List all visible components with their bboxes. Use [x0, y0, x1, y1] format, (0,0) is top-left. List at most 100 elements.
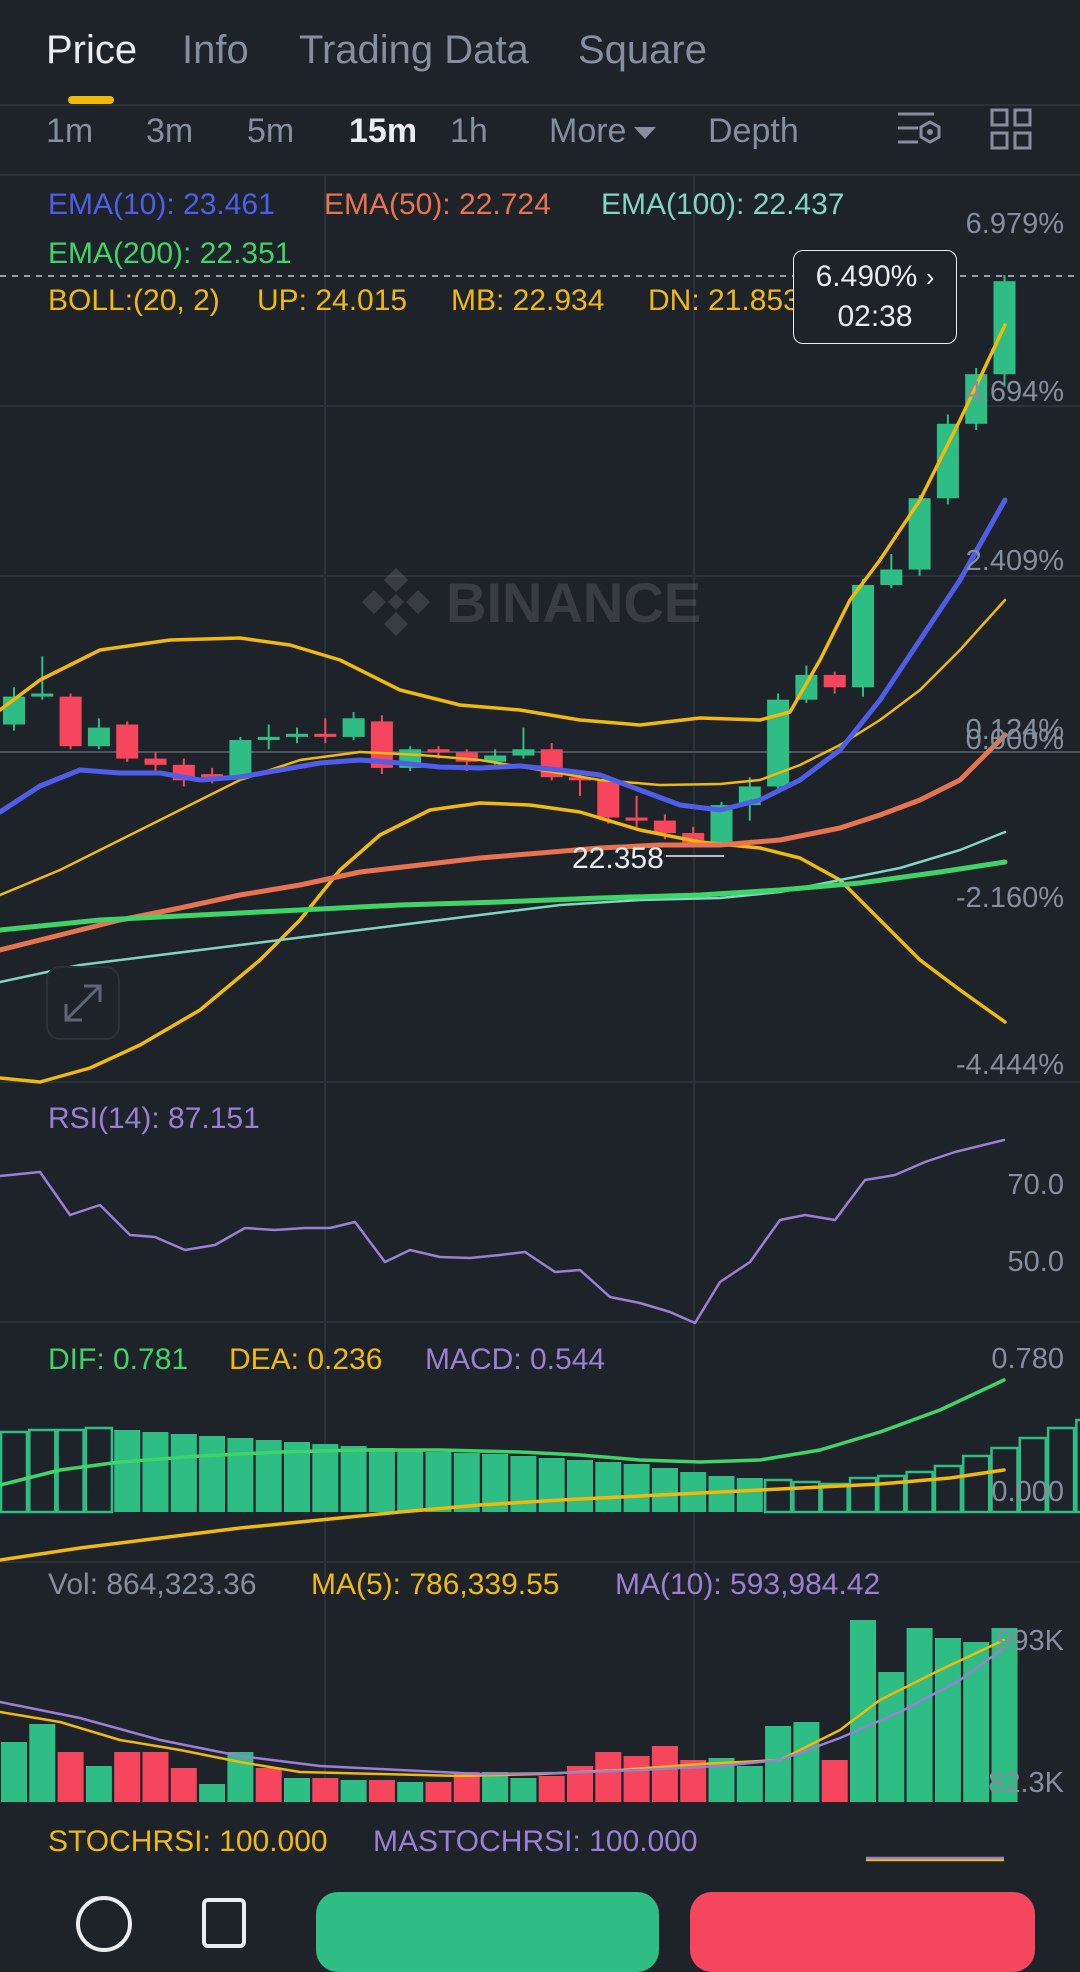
candle-body [908, 498, 931, 570]
candle-body [201, 774, 224, 778]
watermark-text: BINANCE [446, 570, 702, 634]
volume-bar [255, 1768, 282, 1802]
ema100-readout: EMA(100): 22.437 [601, 188, 845, 221]
tab-info[interactable]: Info [182, 28, 249, 72]
price-axis-label: 6.979% [965, 208, 1064, 240]
interval-1m[interactable]: 1m [46, 112, 94, 150]
chart-canvas[interactable] [0, 0, 1080, 1923]
last-price-bubble[interactable]: 6.490% › 02:38 [793, 250, 957, 344]
volume-bar [284, 1778, 310, 1802]
watermark: BINANCE [360, 566, 701, 638]
bubble-percent: 6.490% [815, 260, 918, 293]
rsi-axis-label: 50.0 [1007, 1246, 1064, 1278]
ema50-readout: EMA(50): 22.724 [324, 188, 551, 221]
volume-bar [963, 1642, 990, 1802]
volume-bar [57, 1752, 84, 1802]
candle-body [823, 674, 846, 688]
macd-bar [763, 1478, 793, 1514]
candle-body [314, 733, 337, 737]
ema200-readout: EMA(200): 22.351 [48, 237, 292, 270]
macd-readout: MACD: 0.544 [425, 1343, 606, 1376]
candle-body [512, 749, 535, 756]
candle-body [31, 693, 54, 697]
tab-square[interactable]: Square [578, 28, 707, 72]
price-axis-label: 0.000% [965, 724, 1064, 756]
volume-bar [595, 1752, 622, 1802]
volume-bar [623, 1756, 650, 1802]
candle-body [936, 423, 959, 499]
volume-bar [765, 1726, 792, 1802]
macd-bar [933, 1464, 963, 1514]
interval-more-label: More [549, 112, 627, 150]
boll-dn: DN: 21.853 [648, 284, 800, 317]
volume-bar [538, 1776, 565, 1802]
price-axis-label: 4.694% [965, 376, 1064, 408]
volume-bar [821, 1760, 848, 1802]
orders-icon[interactable] [202, 1898, 246, 1948]
candle-body [880, 569, 903, 585]
boll-up: UP: 24.015 [257, 284, 408, 317]
candle-body [455, 752, 478, 762]
rsi-line [0, 1138, 1006, 1325]
tab-trading-data[interactable]: Trading Data [299, 28, 529, 72]
interval-3m[interactable]: 3m [146, 112, 194, 150]
dea-readout: DEA: 0.236 [229, 1343, 383, 1376]
candle-body [597, 780, 620, 818]
volume-bar [170, 1768, 197, 1802]
volume-bar [368, 1780, 395, 1802]
boll-lower-line [0, 801, 1007, 1084]
chat-icon[interactable] [76, 1896, 132, 1952]
vol-ma10-line [0, 1646, 1006, 1776]
volume-bar [991, 1628, 1018, 1802]
rsi-readout: RSI(14): 87.151 [48, 1102, 260, 1135]
volume-bar [199, 1784, 226, 1802]
interval-5m[interactable]: 5m [247, 112, 295, 150]
volume-bar [142, 1752, 169, 1802]
ema200-line [0, 859, 1008, 933]
mastochrsi-readout: MASTOCHRSI: 100.000 [373, 1825, 698, 1858]
candle-body [144, 758, 167, 765]
macd-bar [312, 1444, 339, 1512]
ema10-readout: EMA(10): 23.461 [48, 188, 275, 221]
interval-15m[interactable]: 15m [349, 112, 418, 150]
macd-bar [1046, 1426, 1076, 1514]
layout-grid-icon[interactable] [990, 108, 1032, 150]
macd-axis-label: 0.000 [991, 1476, 1064, 1508]
interval-bar: 1m 3m 5m 15m 1h More Depth [0, 106, 1080, 176]
boll-params: BOLL:(20, 2) [48, 284, 220, 317]
candle-body [342, 718, 365, 737]
expand-icon [64, 984, 102, 1022]
volume-bar [85, 1766, 112, 1802]
macd-bar [170, 1434, 197, 1512]
tabs-divider [0, 104, 1080, 106]
expand-chart-button[interactable] [46, 966, 120, 1040]
candle-body [625, 817, 648, 821]
interval-divider [0, 174, 1080, 176]
binance-logo-icon [362, 568, 430, 636]
macd-bar [623, 1464, 650, 1512]
volume-bar [312, 1778, 339, 1802]
dif-line [0, 1378, 1006, 1487]
sell-button[interactable] [690, 1892, 1035, 1972]
vol-axis-label: 82.3K [988, 1767, 1064, 1799]
buy-button[interactable] [316, 1892, 659, 1972]
macd-bar [114, 1430, 141, 1512]
price-axis-label: -4.444% [955, 1049, 1064, 1081]
vol-axis-label: 993K [996, 1625, 1064, 1657]
candle-body [852, 585, 874, 688]
volume-bar [482, 1772, 509, 1802]
macd-bar [538, 1458, 565, 1512]
interval-more[interactable]: More [549, 112, 657, 151]
candle-body [767, 699, 790, 787]
candle-body [116, 724, 139, 759]
interval-1h[interactable]: 1h [450, 112, 488, 150]
low-price-label: 22.358 [572, 842, 664, 875]
vol-readout: Vol: 864,323.36 [48, 1568, 257, 1601]
macd-bar [961, 1454, 991, 1514]
tab-price[interactable]: Price [46, 28, 138, 72]
volume-bar [510, 1778, 537, 1802]
macd-bar [1075, 1418, 1080, 1514]
macd-bar [284, 1442, 310, 1512]
interval-depth[interactable]: Depth [708, 112, 799, 150]
chart-settings-icon[interactable] [896, 106, 942, 152]
